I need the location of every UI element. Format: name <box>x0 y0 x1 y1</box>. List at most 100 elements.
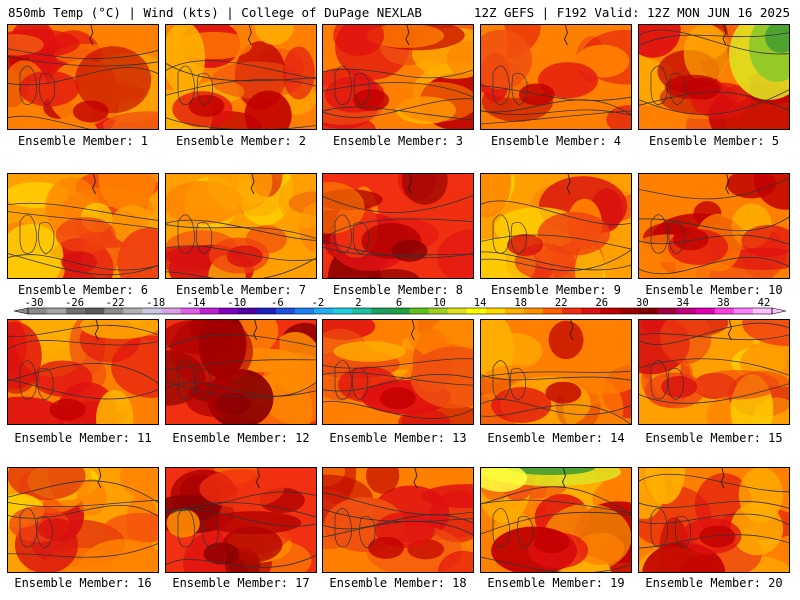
colorbar-swatch <box>199 308 220 314</box>
ensemble-member-label: Ensemble Member: 16 <box>14 576 152 590</box>
colorbar-tick-label: 18 <box>514 297 527 309</box>
colorbar-swatch <box>371 308 391 314</box>
colorbar-swatch <box>619 308 639 314</box>
ensemble-member-label: Ensemble Member: 20 <box>645 576 783 590</box>
temperature-field-map <box>481 320 631 424</box>
ensemble-member-panel <box>7 467 159 573</box>
ensemble-member-panel <box>322 319 474 425</box>
colorbar-swatch <box>562 308 582 314</box>
ensemble-member-panel <box>322 24 474 130</box>
colorbar-tick-label: 6 <box>396 297 402 309</box>
colorbar-swatch <box>466 308 487 314</box>
ensemble-member-label: Ensemble Member: 9 <box>490 283 622 297</box>
colorbar-tick-label: -2 <box>312 297 325 309</box>
colorbar-tick-label: 34 <box>677 297 690 309</box>
colorbar-tick-label: -6 <box>271 297 284 309</box>
temperature-field-map <box>323 320 473 424</box>
colorbar-swatch <box>295 308 315 314</box>
colorbar-swatch <box>752 308 773 314</box>
ensemble-member-panel <box>638 319 790 425</box>
colorbar-tick-label: -26 <box>65 297 84 309</box>
colorbar-swatch <box>333 308 353 314</box>
colorbar-swatch <box>714 308 735 314</box>
colorbar-swatch <box>390 308 411 314</box>
colorbar-tick-label: 30 <box>636 297 649 309</box>
ensemble-member-panel <box>165 319 317 425</box>
colorbar-tick-label: -10 <box>227 297 246 309</box>
ensemble-member-panel <box>322 467 474 573</box>
ensemble-member-panel <box>7 173 159 279</box>
colorbar-swatch <box>504 308 525 314</box>
colorbar-tick-label: 38 <box>717 297 730 309</box>
colorbar-swatch <box>695 308 716 314</box>
temperature-field-map <box>166 320 316 424</box>
ensemble-member-panel <box>165 24 317 130</box>
ensemble-member-panel <box>480 467 632 573</box>
ensemble-member-label: Ensemble Member: 5 <box>648 134 780 148</box>
colorbar-swatch <box>142 308 163 314</box>
ensemble-member-panel <box>7 24 159 130</box>
colorbar-swatch <box>638 308 659 314</box>
ensemble-member-label: Ensemble Member: 19 <box>487 576 625 590</box>
colorbar-swatch <box>66 308 86 314</box>
ensemble-member-label: Ensemble Member: 12 <box>172 431 310 445</box>
ensemble-member-panel <box>638 467 790 573</box>
ensemble-member-label: Ensemble Member: 11 <box>14 431 152 445</box>
colorbar-swatch <box>733 308 754 314</box>
ensemble-member-label: Ensemble Member: 13 <box>329 431 467 445</box>
colorbar-swatch <box>237 308 258 314</box>
colorbar-swatch <box>104 308 124 314</box>
ensemble-member-label: Ensemble Member: 1 <box>17 134 149 148</box>
colorbar-swatch <box>256 308 277 314</box>
colorbar-tick-label: -14 <box>187 297 206 309</box>
temperature-field-map <box>166 468 316 572</box>
ensemble-member-label: Ensemble Member: 8 <box>332 283 464 297</box>
colorbar-max-arrow <box>771 307 787 315</box>
temperature-field-map <box>8 174 158 278</box>
temperature-field-map <box>481 25 631 129</box>
ensemble-member-label: Ensemble Member: 14 <box>487 431 625 445</box>
colorbar-swatch <box>28 308 48 314</box>
ensemble-member-panel <box>7 319 159 425</box>
colorbar-swatch <box>276 308 296 314</box>
colorbar-swatch <box>524 308 544 314</box>
colorbar-swatch <box>581 308 601 314</box>
colorbar-tick-label: 2 <box>355 297 361 309</box>
ensemble-member-panel <box>480 173 632 279</box>
temperature-colorbar: -30 -26 -22 -18 -14 -10 -6 -2 2 6 10 14 18 22 26 30 34 38… <box>13 297 787 315</box>
ensemble-member-label: Ensemble Member: 4 <box>490 134 622 148</box>
temperature-field-map <box>323 468 473 572</box>
temperature-field-map <box>323 174 473 278</box>
colorbar-swatch <box>543 308 563 314</box>
colorbar-swatch <box>485 308 506 314</box>
ensemble-member-label: Ensemble Member: 2 <box>175 134 307 148</box>
colorbar-tick-label: -30 <box>25 297 44 309</box>
colorbar-tick-label: -18 <box>146 297 165 309</box>
colorbar-swatch <box>676 308 697 314</box>
colorbar-swatch <box>600 308 620 314</box>
colorbar-swatch <box>428 308 449 314</box>
ensemble-member-panel <box>165 467 317 573</box>
colorbar-tick-label: 22 <box>555 297 568 309</box>
ensemble-member-label: Ensemble Member: 17 <box>172 576 310 590</box>
colorbar-swatch <box>218 308 239 314</box>
ensemble-member-label: Ensemble Member: 15 <box>645 431 783 445</box>
colorbar-swatch <box>314 308 334 314</box>
colorbar-tick-label: -22 <box>106 297 125 309</box>
colorbar-swatch <box>47 308 67 314</box>
temperature-field-map <box>481 468 631 572</box>
colorbar-tick-label: 14 <box>474 297 487 309</box>
colorbar-swatch <box>352 308 372 314</box>
colorbar-swatch <box>85 308 105 314</box>
colorbar-swatch <box>180 308 201 314</box>
colorbar-tick-label: 42 <box>758 297 771 309</box>
ensemble-member-panel <box>480 319 632 425</box>
ensemble-member-panel <box>638 173 790 279</box>
temperature-field-map <box>639 320 789 424</box>
ensemble-member-label: Ensemble Member: 18 <box>329 576 467 590</box>
temperature-field-map <box>166 25 316 129</box>
colorbar-swatch <box>123 308 143 314</box>
temperature-field-map <box>8 25 158 129</box>
ensemble-member-panel <box>638 24 790 130</box>
temperature-field-map <box>8 320 158 424</box>
